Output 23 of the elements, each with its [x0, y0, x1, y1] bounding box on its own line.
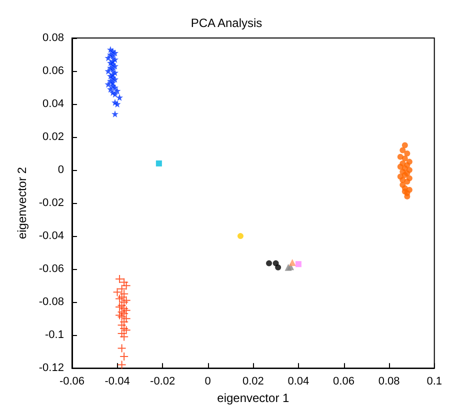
y-tick-label: -0.08	[38, 296, 64, 308]
x-tick-label: -0.04	[104, 376, 130, 388]
chart-title: PCA Analysis	[190, 16, 262, 30]
y-tick-label: 0.04	[42, 98, 64, 110]
x-tick-label: -0.02	[150, 376, 176, 388]
x-tick-label: 0.1	[426, 376, 442, 388]
y-tick-label: 0.08	[42, 32, 64, 44]
x-tick-label: 0	[204, 376, 211, 388]
x-tick-label: 0.02	[242, 376, 264, 388]
x-tick-label: 0.04	[288, 376, 310, 388]
y-tick-label: -0.12	[38, 362, 64, 374]
x-axis-title: eigenvector 1	[217, 391, 290, 405]
x-tick-label: 0.08	[378, 376, 400, 388]
y-axis-title: eigenvector 2	[15, 166, 29, 240]
y-tick-label: 0.02	[42, 131, 64, 144]
x-tick-label: -0.06	[59, 376, 85, 388]
y-tick-label: -0.04	[38, 230, 64, 242]
y-tick-label: 0.06	[42, 65, 64, 78]
y-tick-label: 0	[58, 164, 64, 176]
y-tick-label: -0.1	[45, 329, 64, 342]
y-tick-label: -0.06	[38, 263, 64, 276]
x-tick-label: 0.06	[333, 376, 354, 388]
y-tick-label: -0.02	[38, 197, 64, 210]
